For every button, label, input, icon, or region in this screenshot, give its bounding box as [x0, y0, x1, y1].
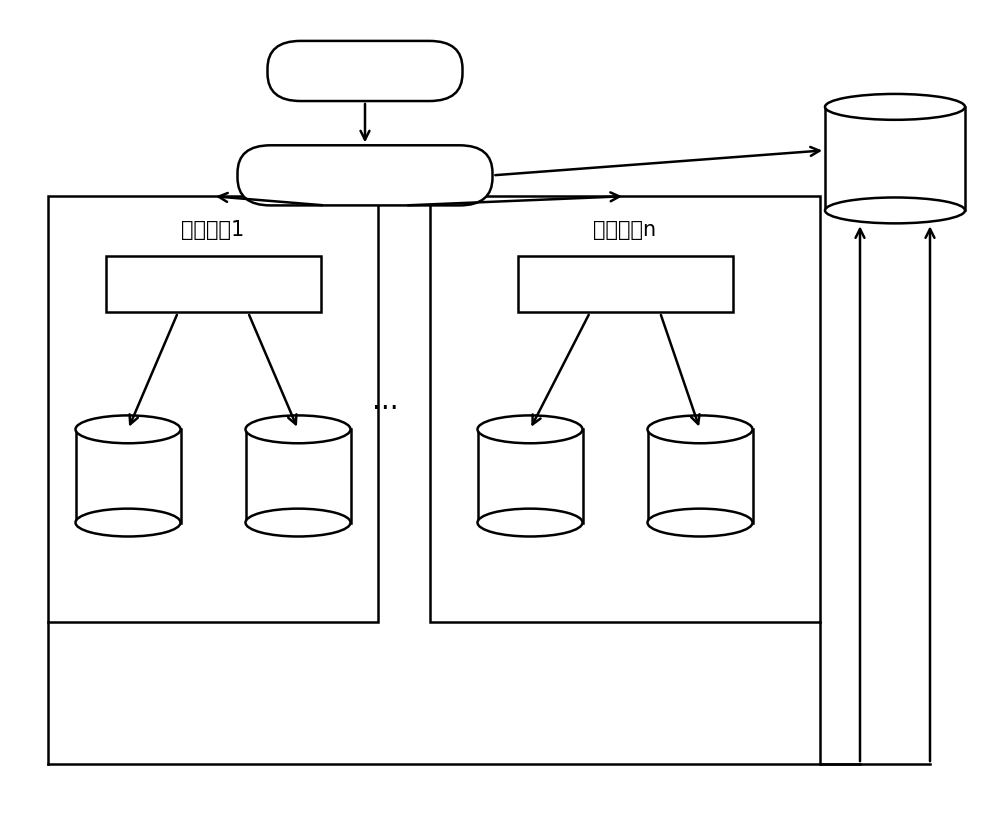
- Text: SPU1: SPU1: [186, 263, 240, 283]
- Text: 分库n6: 分库n6: [676, 475, 724, 493]
- Ellipse shape: [648, 415, 753, 443]
- Text: 分库11: 分库11: [104, 475, 152, 493]
- Text: 配置中心: 配置中心: [870, 149, 920, 169]
- Text: 联机组件n: 联机组件n: [593, 220, 657, 240]
- Bar: [48, 196, 378, 622]
- Bar: [76, 429, 180, 523]
- Bar: [246, 429, 351, 523]
- Text: ...: ...: [372, 387, 398, 415]
- Bar: [430, 196, 820, 622]
- FancyBboxPatch shape: [238, 145, 492, 205]
- Text: APn: APn: [605, 274, 645, 294]
- Text: 连接请求: 连接请求: [337, 59, 393, 83]
- Text: 全局路由: 全局路由: [337, 164, 393, 187]
- Text: AP1: AP1: [193, 274, 233, 294]
- Text: SPUn: SPUn: [598, 263, 652, 283]
- Bar: [106, 256, 320, 312]
- Bar: [825, 107, 965, 210]
- Bar: [518, 256, 732, 312]
- Ellipse shape: [76, 509, 180, 537]
- Text: 分库n1: 分库n1: [506, 475, 554, 493]
- Ellipse shape: [478, 415, 582, 443]
- Bar: [478, 429, 582, 523]
- Ellipse shape: [825, 197, 965, 223]
- Text: 联机组件1: 联机组件1: [181, 220, 245, 240]
- Ellipse shape: [246, 415, 351, 443]
- Ellipse shape: [76, 415, 180, 443]
- Text: 分库16: 分库16: [274, 475, 322, 493]
- Ellipse shape: [648, 509, 753, 537]
- Ellipse shape: [825, 94, 965, 119]
- FancyBboxPatch shape: [267, 41, 462, 101]
- Bar: [648, 429, 753, 523]
- Ellipse shape: [246, 509, 351, 537]
- Ellipse shape: [478, 509, 582, 537]
